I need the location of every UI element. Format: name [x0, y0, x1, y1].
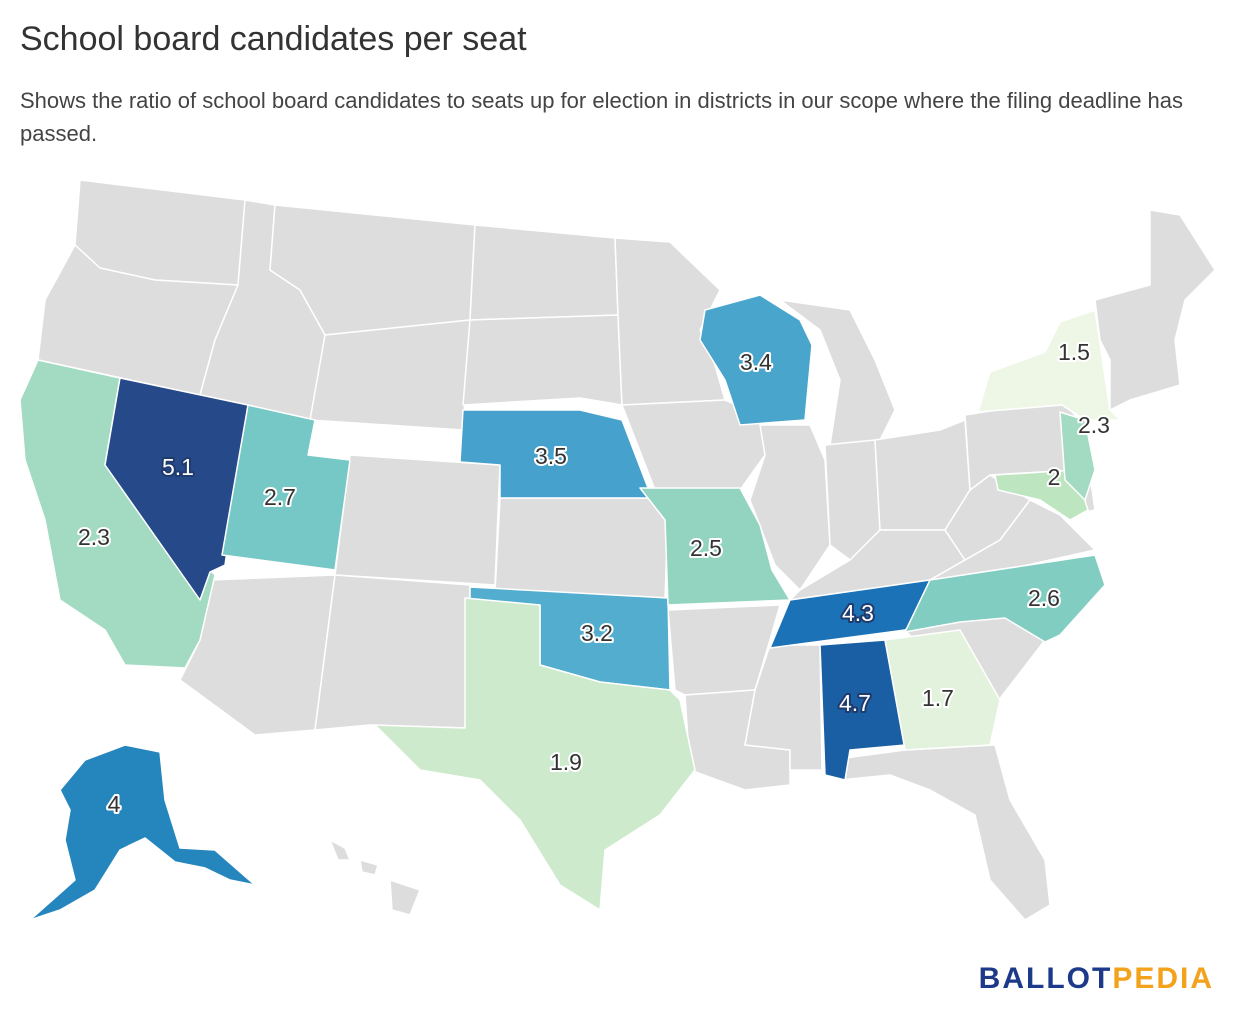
state-ga[interactable]: [884, 629, 1001, 751]
state-wi[interactable]: [699, 294, 813, 426]
state-nj[interactable]: [1059, 411, 1096, 501]
label-tn: 4.3: [842, 600, 874, 626]
label-nj: 2.3: [1078, 412, 1110, 438]
label-al: 4.7: [839, 690, 871, 716]
state-sd[interactable]: [462, 314, 623, 406]
state-wy[interactable]: [309, 319, 471, 431]
label-wi: 3.4: [740, 349, 772, 375]
label-ok: 3.2: [581, 620, 613, 646]
state-hi[interactable]: [329, 839, 421, 916]
state-fl[interactable]: [829, 744, 1051, 921]
label-md: 2: [1048, 464, 1061, 490]
page-title: School board candidates per seat: [20, 20, 527, 58]
label-ne: 3.5: [535, 443, 567, 469]
label-mo: 2.5: [690, 535, 722, 561]
label-ut: 2.7: [264, 484, 296, 510]
state-nd[interactable]: [469, 224, 619, 321]
label-tx: 1.9: [550, 749, 582, 775]
value-labels: 5.1 4.7 4.3 4 3.5 3.4 3.2 2.7 2.6 2.5 2.…: [76, 337, 1112, 819]
state-nm[interactable]: [314, 574, 471, 731]
label-nc: 2.6: [1028, 585, 1060, 611]
state-ut[interactable]: [221, 404, 351, 571]
ballotpedia-logo: BALLOTPEDIA: [979, 962, 1214, 996]
label-ny: 1.5: [1058, 339, 1090, 365]
state-tx[interactable]: [374, 597, 696, 911]
state-nc[interactable]: [904, 554, 1106, 643]
state-co[interactable]: [334, 454, 501, 586]
label-ca: 2.3: [78, 524, 110, 550]
label-ak: 4: [108, 791, 121, 817]
state-new-england[interactable]: [1094, 209, 1216, 411]
label-ga: 1.7: [922, 685, 954, 711]
logo-part-pedia: PEDIA: [1112, 962, 1214, 995]
state-ak[interactable]: [29, 744, 256, 921]
state-ks[interactable]: [494, 497, 669, 601]
state-mo[interactable]: [639, 487, 791, 606]
label-nv: 5.1: [162, 454, 194, 480]
state-ny[interactable]: [977, 309, 1121, 421]
logo-part-ballot: BALLOT: [978, 962, 1113, 995]
page-subtitle: Shows the ratio of school board candidat…: [20, 88, 1184, 146]
data-states: [19, 294, 1121, 921]
